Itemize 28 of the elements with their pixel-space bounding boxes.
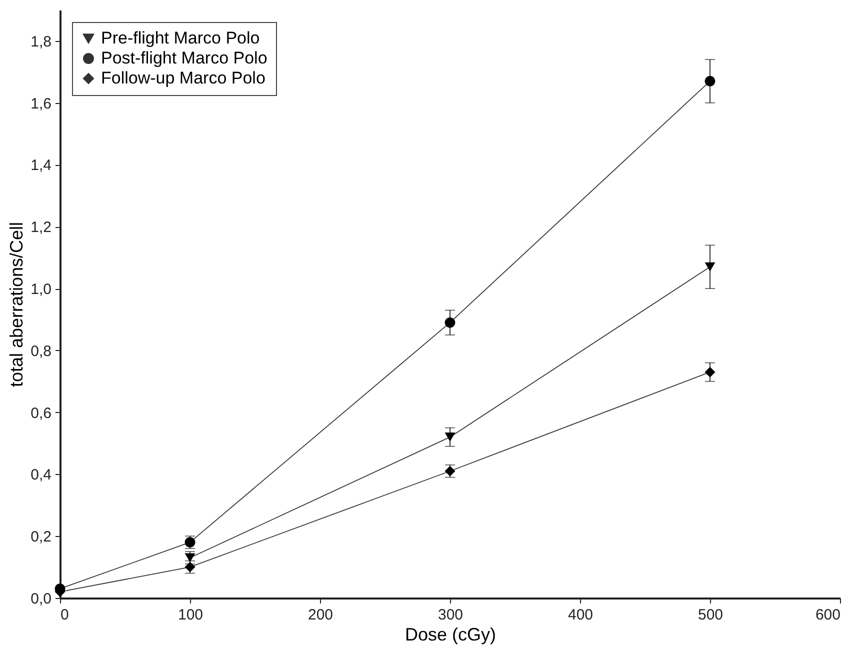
x-tick-label: 600	[815, 606, 840, 624]
point	[704, 76, 716, 86]
x-axis-title: Dose (cGy)	[404, 624, 496, 644]
x-tick-label: 0	[60, 606, 69, 624]
x-tick-label: 300	[438, 606, 464, 624]
y-tick-label: 0,2	[30, 528, 52, 546]
legend-label: Post-flight Marco Polo	[101, 48, 268, 68]
x-tick-label: 500	[698, 606, 724, 624]
y-axis-title: total aberrations/Cell	[6, 222, 27, 388]
point	[444, 317, 456, 328]
y-tick-label: 0,6	[30, 404, 52, 422]
x-tick-label: 100	[178, 606, 204, 624]
y-tick-label: 1,4	[30, 157, 52, 174]
y-tick-label: 0,0	[30, 590, 52, 608]
y-tick-label: 1,8	[30, 33, 52, 50]
point	[704, 262, 716, 272]
legend-label: Pre-flight Marco Polo	[101, 28, 260, 48]
y-tick-label: 0,4	[30, 466, 52, 484]
point	[184, 553, 196, 562]
point	[704, 366, 716, 378]
legend-label: Follow-up Marco Polo	[101, 68, 266, 88]
point	[444, 432, 456, 442]
x-tick-label: 200	[308, 606, 334, 624]
y-tick-label: 1,2	[30, 219, 52, 236]
y-tick-label: 0,8	[30, 342, 52, 360]
y-tick-label: 1,0	[30, 281, 52, 298]
y-tick-label: 1,6	[30, 95, 52, 112]
x-tick-label: 400	[568, 606, 594, 624]
